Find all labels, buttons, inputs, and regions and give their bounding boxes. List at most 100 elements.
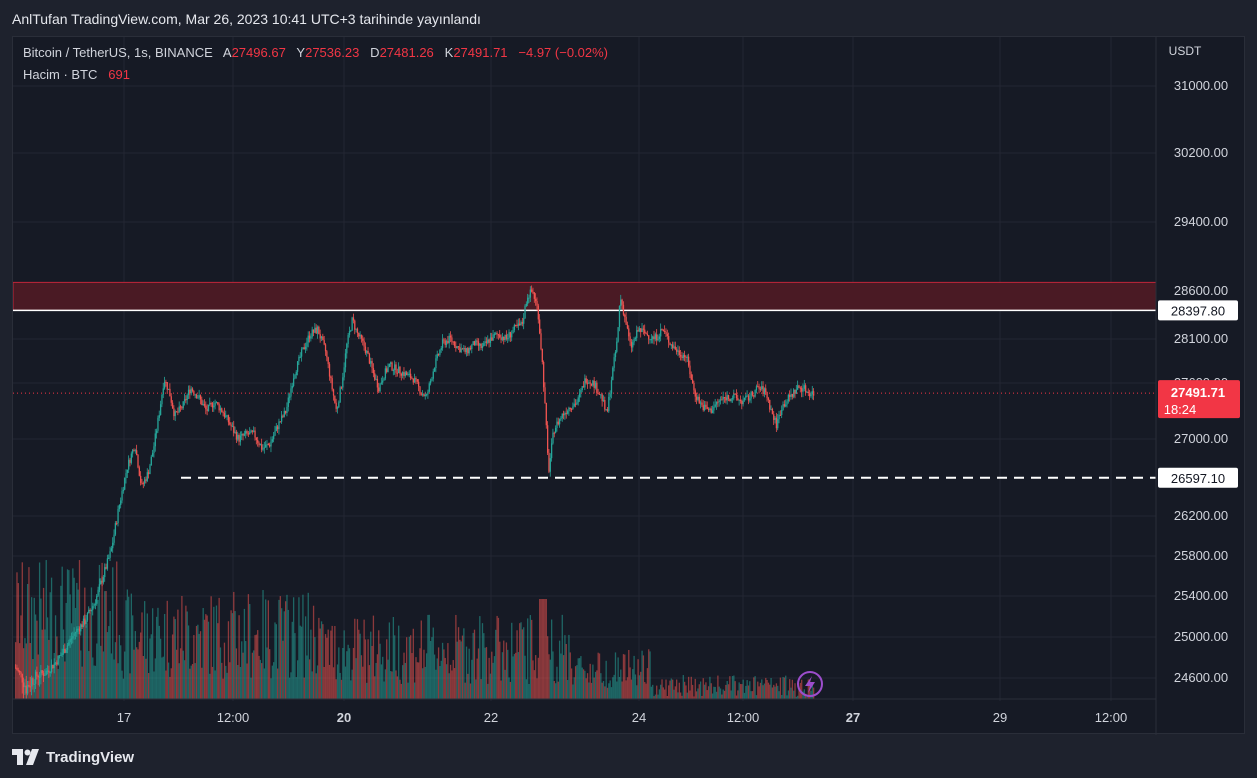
volume-bar [340,679,343,699]
candle-body [415,377,417,380]
volume-bar [648,649,650,699]
candle-body [727,395,730,400]
volume-bar [598,653,601,699]
candle-body [303,347,305,350]
support-level-tag-label: 26597.10 [1171,471,1225,486]
candle-body [140,475,142,483]
candle-body [351,317,353,331]
volume-bar [36,620,38,699]
candle-body [504,334,506,341]
volume-bar [794,683,796,699]
volume-bar [352,647,355,699]
high-label: Y [296,45,306,60]
volume-bar [145,658,147,699]
candle-body [250,430,252,433]
volume-bar [230,610,232,699]
tradingview-logo[interactable]: TradingView [12,746,134,768]
volume-bar [70,623,73,699]
candle-body [779,414,782,416]
volume-bar [429,640,432,699]
candle-body [642,328,645,330]
volume-bar [241,641,243,699]
volume-bar [33,597,35,699]
candle-body [222,411,224,414]
volume-bar [568,634,570,699]
candle-body [348,331,351,335]
volume-bar [234,611,236,699]
volume-bar [584,670,586,699]
volume-bar [336,664,339,699]
volume-bar [45,560,47,699]
volume-bar [68,570,70,699]
volume-bar [749,681,751,699]
volume-bar [265,599,267,699]
candle-body [548,452,550,472]
candle-body [809,392,811,397]
volume-bar [783,677,786,699]
volume-bar [604,686,606,699]
candle-body [610,380,613,394]
volume-bar [519,623,521,699]
volume-label[interactable]: Hacim · BTC [23,67,98,82]
volume-bar [287,609,289,699]
candle-body [424,394,426,397]
candle-body [602,400,605,402]
chart-pane[interactable]: USDT 31000.00 30200.00 29400.00 28600.00 2810… [12,36,1246,735]
candle-body [286,406,288,414]
volume-bar [60,585,62,699]
candle-body [774,417,776,420]
candle-body [674,346,676,350]
candle-body [544,387,546,403]
candle-body [763,388,766,394]
volume-bar [475,679,477,699]
volume-bar [229,662,231,699]
candle-body [347,334,349,344]
volume-bar [427,614,429,699]
volume-bar [185,605,187,699]
candle-body [565,412,567,414]
volume-bar [802,691,804,699]
volume-bar [316,665,319,699]
candle-body [718,400,720,402]
candle-body [588,382,590,384]
volume-bar [96,643,98,699]
candle-body [163,381,166,389]
volume-bar [310,629,312,699]
volume-bar [472,632,474,699]
last-price-label: 27491.71 [1171,385,1225,400]
candle-body [122,489,125,492]
volume-bar [448,673,450,699]
candle-body [153,446,155,454]
candle-body [109,551,111,558]
volume-bar [793,690,795,699]
candle-body [730,399,732,402]
candle-body [734,393,736,395]
volume-bar [199,631,202,699]
volume-bar [146,613,148,699]
candle-body [531,289,533,292]
volume-bar [657,694,659,699]
candle-body [697,396,699,400]
chart-canvas[interactable]: USDT 31000.00 30200.00 29400.00 28600.00 2810… [13,37,1246,735]
candle-body [801,387,803,392]
volume-bar [384,669,387,699]
candle-body [608,396,610,412]
candle-body [199,395,202,400]
volume-bar [459,639,461,699]
candle-body [532,291,534,293]
candle-body [790,394,792,397]
candle-body [217,402,219,405]
y-tick-label: 29400.00 [1174,214,1228,229]
volume-bar [117,663,119,699]
volume-bar [137,649,139,699]
candle-body [362,338,364,341]
volume-bar [267,600,269,699]
candle-body [358,333,360,337]
candle-body [670,344,672,346]
volume-bar [233,591,235,699]
volume-bar [789,679,791,699]
volume-bar [717,675,719,699]
volume-bar [727,684,730,699]
candle-body [326,351,328,358]
symbol-title[interactable]: Bitcoin / TetherUS, 1s, BINANCE [23,45,213,60]
